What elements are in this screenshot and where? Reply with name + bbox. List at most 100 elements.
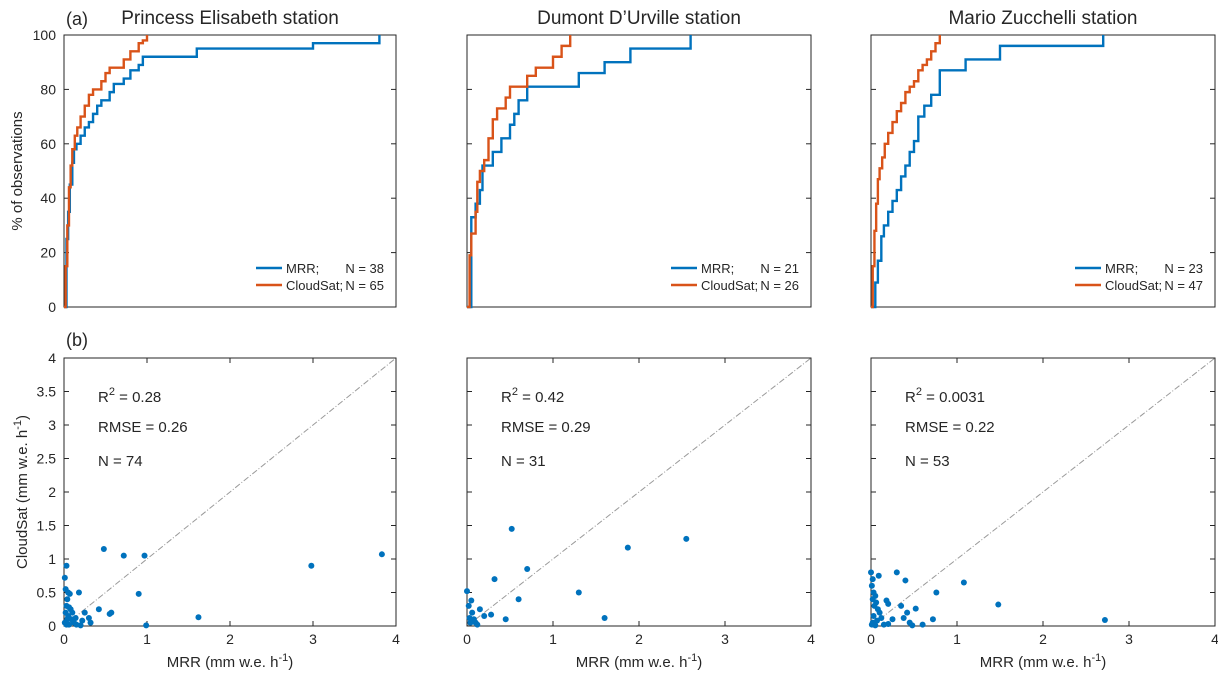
scatter-point — [919, 621, 926, 628]
y-axis-label-exponent: -1 — [12, 420, 24, 430]
x-tick-label: 1 — [953, 631, 961, 647]
series-line-mrr — [467, 35, 692, 309]
legend-count: N = 23 — [1164, 261, 1203, 276]
scatter-point — [868, 582, 875, 589]
scatter-point — [900, 614, 907, 621]
scatter-point — [87, 619, 94, 626]
y-tick-label: 80 — [40, 81, 56, 97]
r-squared-value: = 0.42 — [518, 389, 564, 406]
scatter-point — [889, 616, 896, 623]
x-tick-label: 0 — [867, 631, 875, 647]
legend-count: N = 26 — [760, 278, 799, 293]
scatter-point — [624, 544, 631, 551]
cdf-panel-3: Mario Zucchelli station MRR; N = 23CloudSa… — [870, 8, 1216, 309]
y-tick-label: 40 — [40, 190, 56, 206]
x-tick-label: 2 — [1039, 631, 1047, 647]
rmse-annotation: RMSE = 0.22 — [905, 419, 995, 436]
x-axis-label-exponent: -1 — [1091, 652, 1101, 664]
x-axis-label-exponent: -1 — [278, 652, 288, 664]
scatter-point — [515, 596, 522, 603]
scatter-point — [1101, 616, 1108, 623]
scatter-point — [79, 617, 86, 624]
y-tick-label: 4 — [48, 350, 56, 366]
cdf-panel-2: Dumont D’Urville station MRR; N = 21CloudS… — [466, 8, 812, 309]
scatter-point — [81, 609, 88, 616]
scatter-point — [876, 609, 883, 616]
r-squared-symbol: R — [905, 389, 916, 406]
x-axis-label-text: MRR (mm w.e. h — [576, 654, 688, 671]
scatter-point — [909, 622, 916, 629]
scatter-point — [64, 596, 71, 603]
panel-b-tag: (b) — [66, 330, 88, 350]
scatter-point — [85, 614, 92, 621]
scatter-point — [464, 588, 470, 595]
scatter-point — [64, 616, 71, 623]
scatter-panel-3: 0 1 2 3 4 MRR (mm w.e. h-1) R2 = 0.0031 RMSE = … — [867, 357, 1218, 671]
x-axis-label: MRR (mm w.e. h-1) — [167, 652, 293, 671]
y-tick-label: 3.5 — [37, 384, 57, 400]
scatter-point — [683, 535, 690, 542]
y-axis-label: CloudSat (mm w.e. h-1) — [12, 415, 31, 569]
n-annotation: N = 31 — [501, 453, 546, 470]
scatter-point — [524, 566, 531, 573]
one-to-one-line — [466, 357, 812, 627]
scatter-point — [476, 606, 483, 613]
scatter-point — [465, 602, 472, 609]
series-line-cloudsat — [871, 35, 941, 309]
scatter-point — [869, 576, 876, 583]
r-squared-annotation: R2 = 0.28 — [98, 386, 161, 406]
r-squared-exponent: 2 — [109, 386, 115, 398]
x-axis-label: MRR (mm w.e. h-1) — [576, 652, 702, 671]
rmse-annotation: RMSE = 0.29 — [501, 419, 591, 436]
x-tick-label: 3 — [309, 631, 317, 647]
y-tick-label: 20 — [40, 245, 56, 261]
r-squared-symbol: R — [501, 389, 512, 406]
scatter-point — [69, 609, 76, 616]
panel-title: Mario Zucchelli station — [948, 8, 1137, 29]
x-tick-label: 4 — [807, 631, 815, 647]
legend-count: N = 65 — [345, 278, 384, 293]
y-tick-label: 1 — [48, 551, 56, 567]
y-tick-label: 2.5 — [37, 451, 57, 467]
scatter-point — [491, 576, 498, 583]
scatter-point — [870, 612, 877, 619]
scatter-point — [885, 620, 892, 627]
n-annotation: N = 53 — [905, 453, 950, 470]
scatter-point — [929, 616, 936, 623]
plot-frame — [466, 34, 812, 308]
scatter-point — [875, 572, 882, 579]
scatter-point — [868, 569, 874, 576]
x-axis-label-exponent: -1 — [687, 652, 697, 664]
one-to-one-line — [870, 357, 1216, 627]
y-tick-label: 100 — [33, 27, 57, 43]
legend-label: MRR; — [1105, 261, 1138, 276]
x-tick-label: 2 — [635, 631, 643, 647]
x-tick-label: 4 — [1211, 631, 1218, 647]
x-tick-label: 2 — [226, 631, 234, 647]
panel-title: Dumont D’Urville station — [537, 8, 741, 29]
legend-label: CloudSat; — [286, 278, 343, 293]
scatter-point — [308, 562, 315, 569]
scatter-point — [508, 525, 515, 532]
panel-a-tag: (a) — [66, 9, 88, 29]
x-tick-label: 3 — [1125, 631, 1133, 647]
x-tick-label: 0 — [463, 631, 471, 647]
panel-title: Princess Elisabeth station — [121, 8, 339, 29]
scatter-point — [100, 545, 107, 552]
x-axis-label: MRR (mm w.e. h-1) — [980, 652, 1106, 671]
x-tick-label: 0 — [60, 631, 68, 647]
y-tick-label: 60 — [40, 136, 56, 152]
scatter-point — [61, 574, 68, 581]
y-tick-label: 0 — [48, 299, 56, 315]
y-axis-label: % of observations — [9, 111, 26, 230]
x-tick-label: 4 — [392, 631, 400, 647]
scatter-point — [878, 614, 885, 621]
cdf-panel-1: Princess Elisabeth station 0 20 40 60 80 100 % … — [9, 8, 397, 315]
plot-frame — [870, 34, 1216, 308]
scatter-point — [378, 551, 385, 558]
x-axis-label-close: ) — [697, 654, 702, 671]
legend-count: N = 38 — [345, 261, 384, 276]
r-squared-annotation: R2 = 0.0031 — [905, 386, 985, 406]
scatter-point — [65, 621, 72, 628]
